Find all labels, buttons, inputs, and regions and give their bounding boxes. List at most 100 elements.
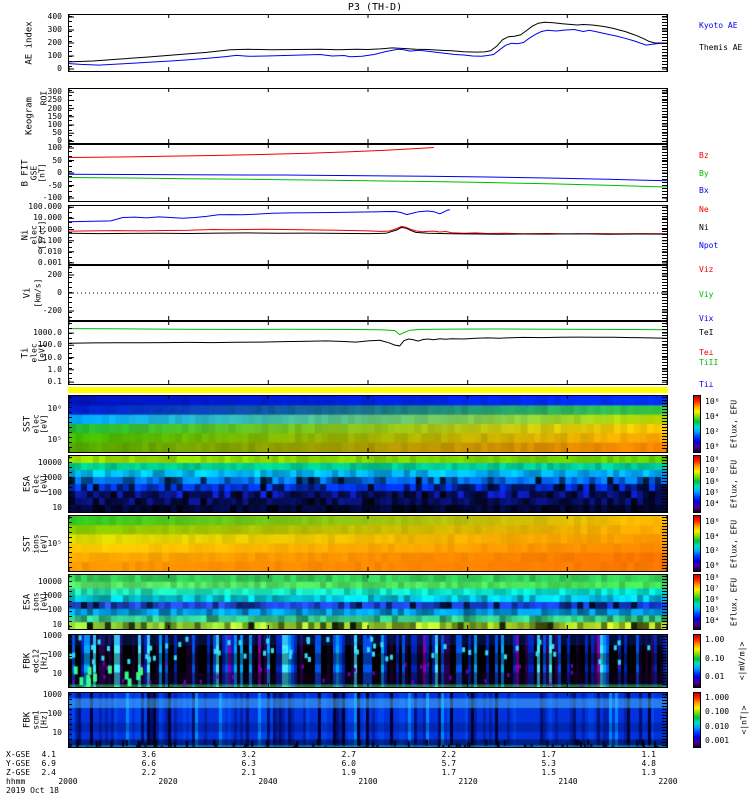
colorbar-tick: 10⁴	[705, 413, 719, 421]
ephemeris-value-x-gse-2: 3.2	[200, 751, 256, 759]
panel-bfit	[68, 144, 668, 202]
bfit-ytick: 50	[16, 157, 62, 165]
colorbar-esa-elec	[693, 455, 701, 513]
sst-elec-overlay	[69, 396, 667, 452]
sst-elec-left-tick-strip	[69, 397, 72, 451]
colorbar-label-fbk-edc12: <|mV/m|>	[738, 642, 747, 681]
time-tick-hhmm-2: 2040	[240, 778, 296, 786]
colorbar-tick: 1.00	[705, 636, 724, 644]
ti-overlay	[69, 322, 667, 384]
ephemeris-value-x-gse-4: 2.2	[400, 751, 456, 759]
legend-kyoto-ae: Kyoto AE	[699, 22, 738, 30]
bfit-left-tick-strip	[69, 146, 72, 200]
ephemeris-value-z-gse-6: 1.3	[600, 769, 656, 777]
fbk-edc12-ytick: 100	[16, 651, 62, 659]
esa-ions-ytick: 100	[16, 606, 62, 614]
ephemeris-value-x-gse-6: 1.1	[600, 751, 656, 759]
panel-vi	[68, 265, 668, 321]
colorbar-tick: 0.01	[705, 673, 724, 681]
themis-overview-plot: P3 (TH-D) 2019 Oct 18 AE index 400 300 200 1…	[0, 0, 750, 800]
esa-elec-ytick: 10000	[16, 459, 62, 467]
ephemeris-value-y-gse-1: 6.6	[100, 760, 156, 768]
legend-by: By	[699, 170, 709, 178]
colorbar-tick: 10⁸	[705, 574, 719, 582]
bfit-ytick: -100	[16, 194, 62, 202]
keogram-right-tick-strip	[662, 90, 667, 142]
colorbar-label-fbk-scm1: <|nT|>	[740, 706, 749, 735]
ti-left-tick-strip	[69, 323, 72, 383]
bfit-overlay	[69, 145, 667, 201]
legend-vix: Vix	[699, 315, 713, 323]
colorbar-tick: 10⁷	[705, 467, 719, 475]
series-kyoto-ae	[69, 30, 667, 66]
ephemeris-value-x-gse-5: 1.7	[500, 751, 556, 759]
ephemeris-value-z-gse-4: 1.7	[400, 769, 456, 777]
fbk-scm1-overlay	[69, 693, 667, 747]
colorbar-tick: 10⁵	[705, 606, 719, 614]
series-bx	[69, 174, 667, 181]
ephemeris-value-z-gse-5: 1.5	[500, 769, 556, 777]
colorbar-tick: 10⁴	[705, 533, 719, 541]
fbk-edc12-right-tick-strip	[662, 636, 667, 686]
ephemeris-value-x-gse-0: 4.1	[0, 751, 56, 759]
ephemeris-value-y-gse-4: 5.7	[400, 760, 456, 768]
esa-elec-ytick: 100	[16, 489, 62, 497]
ti-ytick: 1000.0	[16, 329, 62, 337]
colorbar-tick: 10⁷	[705, 585, 719, 593]
ephemeris-value-x-gse-3: 2.7	[300, 751, 356, 759]
colorbar-label-sst-elec: Eflux, EFU	[730, 400, 739, 448]
colorbar-tick: 10⁴	[705, 500, 719, 508]
ae-index-ytick: 100	[16, 52, 62, 60]
ae-index-ytick: 200	[16, 39, 62, 47]
series-npot	[69, 210, 450, 222]
panel-sst-elec	[68, 395, 668, 453]
time-tick-hhmm-4: 2120	[440, 778, 496, 786]
colorbar-label-esa-elec: Eflux, EFU	[730, 460, 739, 508]
time-tick-hhmm-6: 2200	[640, 778, 696, 786]
panel-fbk-scm1	[68, 692, 668, 748]
colorbar-fbk-scm1	[693, 692, 701, 748]
fbk-scm1-ytick: 1000	[16, 691, 62, 699]
ae-index-left-tick-strip	[69, 16, 72, 70]
legend-ti-: Ti⊥	[699, 381, 713, 389]
esa-elec-ytick: 1000	[16, 474, 62, 482]
bfit-right-tick-strip	[662, 146, 667, 200]
ae-index-ytick: 400	[16, 13, 62, 21]
fbk-edc12-overlay	[69, 635, 667, 687]
colorbar-sst-elec	[693, 395, 701, 453]
colorbar-label-sst-ions: Eflux, EFU	[730, 519, 739, 567]
ephemeris-value-z-gse-2: 2.1	[200, 769, 256, 777]
ephemeris-value-y-gse-3: 6.0	[300, 760, 356, 768]
colorbar-tick: 1.000	[705, 694, 729, 702]
legend-tiii: TiII	[699, 359, 718, 367]
esa-ions-right-tick-strip	[662, 576, 667, 628]
colorbar-tick: 0.10	[705, 655, 724, 663]
colorbar-tick: 10⁶	[705, 596, 719, 604]
ae-index-overlay	[69, 15, 667, 71]
fbk-scm1-ytick: 100	[16, 710, 62, 718]
series-bz	[69, 148, 434, 158]
panel-ae-index	[68, 14, 668, 72]
colorbar-tick: 10⁶	[705, 478, 719, 486]
colorbar-esa-ions	[693, 574, 701, 630]
ephemeris-value-z-gse-1: 2.2	[100, 769, 156, 777]
ni-ytick: 10.000	[16, 214, 62, 222]
esa-ions-overlay	[69, 575, 667, 629]
panel-fbk-edc12	[68, 634, 668, 688]
ni-left-tick-strip	[69, 207, 72, 263]
ni-right-tick-strip	[662, 207, 667, 263]
colorbar-tick: 10⁸	[705, 456, 719, 464]
vi-ytick: 200	[16, 271, 62, 279]
fbk-edc12-ytick: 1000	[16, 632, 62, 640]
vi-ytick: 0	[16, 289, 62, 297]
series-themis-ae	[69, 22, 667, 62]
colorbar-tick: 10²	[705, 428, 719, 436]
bfit-ytick: 100	[16, 144, 62, 152]
panel-ni	[68, 205, 668, 265]
bfit-ytick: -50	[16, 182, 62, 190]
panel-keogram	[68, 88, 668, 144]
fbk-edc12-left-tick-strip	[69, 636, 72, 686]
colorbar-tick: 10²	[705, 547, 719, 555]
sst-elec-ytick: 10⁵	[16, 436, 62, 444]
keogram-ytick: 50	[16, 129, 62, 137]
